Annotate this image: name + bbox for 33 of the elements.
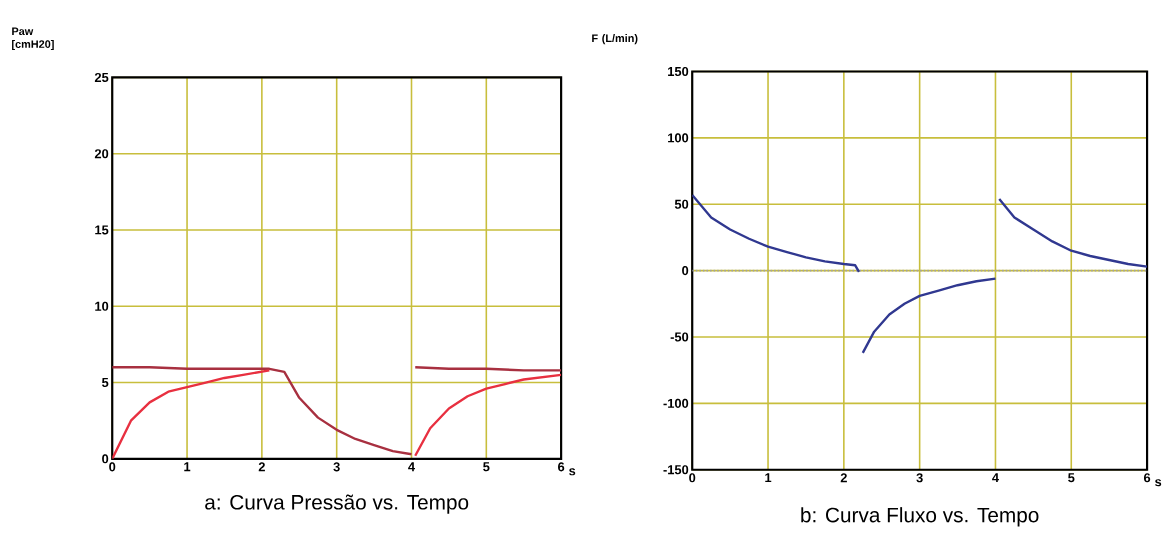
y-tick-label: -100 bbox=[663, 398, 689, 408]
x-tick-label: 4 bbox=[992, 473, 999, 483]
y-tick-label: 150 bbox=[668, 66, 689, 76]
y-tick-label: 0 bbox=[682, 265, 689, 276]
y-tick-label: 50 bbox=[674, 199, 689, 209]
text: a: Curva Pressão vs. Tempo bbox=[205, 494, 469, 514]
y-tick-label: 100 bbox=[668, 133, 689, 143]
y-tick-label: 10 bbox=[95, 301, 109, 311]
y-axis-title: F (L/min) bbox=[592, 33, 638, 45]
x-tick-label: 2 bbox=[840, 473, 847, 483]
y-axis-title: Paw [cmH20] bbox=[12, 27, 54, 51]
x-tick-label: 0 bbox=[689, 473, 696, 483]
x-tick-label: 5 bbox=[1068, 473, 1075, 483]
x-tick-label: 3 bbox=[333, 462, 340, 472]
y-tick-label: 5 bbox=[101, 377, 109, 387]
x-tick-label: 1 bbox=[765, 473, 772, 483]
x-tick-label: 6 bbox=[558, 462, 565, 472]
y-tick-label: 25 bbox=[94, 72, 109, 82]
y-tick-label: 20 bbox=[94, 149, 109, 159]
x-tick-label: 4 bbox=[408, 462, 416, 472]
x-tick-label: 3 bbox=[916, 473, 923, 483]
x-tick-label: 2 bbox=[258, 462, 265, 472]
text: b: Curva Fluxo vs. Tempo bbox=[801, 507, 1039, 527]
x-tick-label: 1 bbox=[184, 462, 191, 472]
x-tick-label: 6 bbox=[1143, 473, 1151, 483]
y-tick-label: 15 bbox=[95, 225, 109, 235]
x-axis-title: s bbox=[1155, 479, 1162, 487]
x-tick-label: 5 bbox=[483, 462, 490, 472]
x-axis-title: s bbox=[569, 468, 576, 476]
y-tick-label: -50 bbox=[670, 332, 689, 342]
y-tick-label: 0 bbox=[102, 454, 109, 464]
x-tick-label: 0 bbox=[109, 462, 116, 472]
y-tick-label: -150 bbox=[663, 465, 689, 475]
